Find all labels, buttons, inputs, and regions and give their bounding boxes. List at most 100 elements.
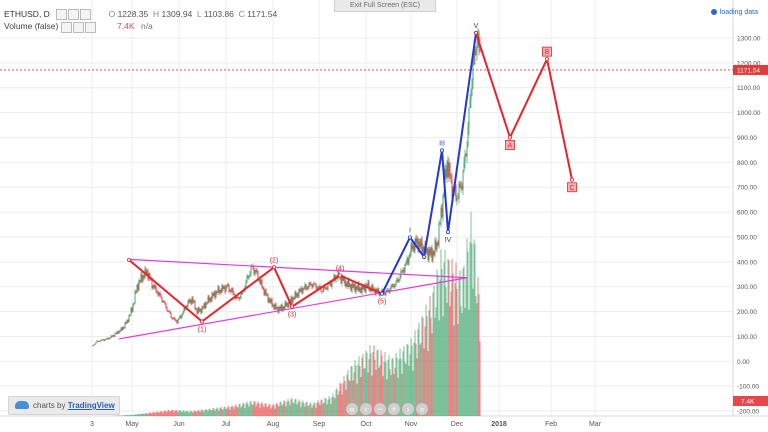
volume-bar [185, 411, 187, 416]
candle-body [156, 291, 158, 293]
volume-close-icon[interactable] [84, 21, 96, 33]
volume-bar [352, 380, 354, 416]
candle-body [261, 279, 263, 288]
candle-body [180, 315, 182, 318]
candle-body [475, 51, 477, 56]
candle-body [467, 127, 469, 148]
wave-point[interactable] [445, 229, 450, 234]
volume-bar [323, 402, 325, 416]
volume-settings-icon[interactable] [60, 21, 72, 33]
zoom-out-button[interactable]: − [374, 403, 386, 415]
volume-bar [274, 408, 276, 416]
time-tick-label: Sep [313, 421, 326, 428]
candle-body [374, 289, 376, 295]
volume-bar [477, 276, 479, 416]
close-icon[interactable] [80, 9, 92, 21]
volume-bar [369, 345, 371, 416]
triangle-lower-line[interactable] [118, 277, 468, 340]
wave-point[interactable] [271, 265, 276, 270]
volume-bar [212, 408, 214, 416]
wave-point[interactable] [545, 57, 550, 62]
candle-body [286, 302, 288, 306]
last-price-label: 1171.54 [737, 67, 760, 74]
candle-body [284, 301, 286, 309]
volume-bar [230, 407, 232, 416]
scroll-left-button[interactable]: ‹ [360, 403, 372, 415]
wave-point[interactable] [439, 148, 444, 153]
volume-bar [151, 413, 153, 416]
volume-bar [280, 401, 282, 416]
wave-point[interactable] [507, 135, 512, 140]
volume-bar [123, 415, 125, 416]
wave-point[interactable] [473, 31, 478, 36]
time-tick-label: Feb [545, 421, 557, 428]
candle-body [418, 241, 420, 251]
wave-point[interactable] [199, 319, 204, 324]
candle-body [167, 310, 169, 312]
symbol-label[interactable]: ETHUSD, D [4, 9, 50, 19]
candle-body [458, 183, 460, 199]
candle-body [207, 296, 209, 304]
wave-point[interactable] [407, 235, 412, 240]
wave-line-2[interactable] [475, 32, 573, 180]
exit-fullscreen-button[interactable]: Exit Full Screen (ESC) [334, 0, 436, 12]
tradingview-link[interactable]: TradingView [67, 401, 115, 410]
wave-line-1[interactable] [381, 32, 477, 295]
candle-body [442, 195, 444, 217]
volume-tag-label: 7.4K [741, 399, 755, 406]
volume-bar [358, 356, 360, 416]
volume-bar [235, 404, 237, 416]
wave-point[interactable] [570, 177, 575, 182]
candle-body [131, 308, 133, 312]
price-tick-label: 400.00 [737, 259, 757, 266]
wave-point[interactable] [421, 254, 426, 259]
candle-body [145, 268, 147, 275]
zoom-in-button[interactable]: + [388, 403, 400, 415]
wave-point[interactable] [289, 304, 294, 309]
candle-body [466, 147, 468, 157]
volume-bar [363, 368, 365, 416]
candle-body [312, 284, 314, 288]
volume-bar [211, 410, 213, 416]
candle-body [178, 318, 180, 319]
price-tick-label: -100.00 [737, 384, 759, 391]
hide-icon[interactable] [68, 9, 80, 21]
volume-hide-icon[interactable] [72, 21, 84, 33]
volume-bar [420, 342, 422, 416]
price-tick-label: 700.00 [737, 185, 757, 192]
loading-dot-icon [710, 9, 717, 15]
scroll-right-button[interactable]: › [402, 403, 414, 415]
tradingview-brand[interactable]: charts by TradingView [8, 396, 120, 415]
candle-body [161, 297, 163, 302]
wave-point[interactable] [127, 257, 132, 262]
candle-body [93, 344, 95, 346]
candle-body [174, 317, 176, 320]
candle-body [350, 284, 352, 292]
scroll-end-button[interactable]: » [416, 403, 428, 415]
candle-body [392, 284, 394, 287]
time-tick-label: Oct [361, 421, 372, 428]
volume-label[interactable]: Volume (false) [4, 21, 59, 32]
volume-bar [415, 343, 417, 416]
candle-body [277, 307, 279, 313]
candle-body [331, 281, 333, 287]
candle-body [406, 258, 408, 263]
candle-body [270, 298, 272, 303]
time-tick-label: Jul [222, 421, 231, 428]
volume-bar [242, 402, 244, 416]
wave-point[interactable] [379, 291, 384, 296]
candle-body [307, 287, 309, 289]
scroll-start-button[interactable]: « [346, 403, 358, 415]
candle-body [333, 275, 335, 281]
volume-bar [218, 410, 220, 416]
candle-body [426, 248, 428, 253]
candle-body [140, 274, 142, 282]
volume-bar [147, 414, 149, 416]
candle-body [372, 284, 374, 291]
volume-bar [180, 411, 182, 416]
settings-icon[interactable] [56, 9, 68, 21]
triangle-upper-line[interactable] [128, 258, 468, 279]
wave-point[interactable] [337, 273, 342, 278]
wave-line-0[interactable] [128, 259, 383, 323]
